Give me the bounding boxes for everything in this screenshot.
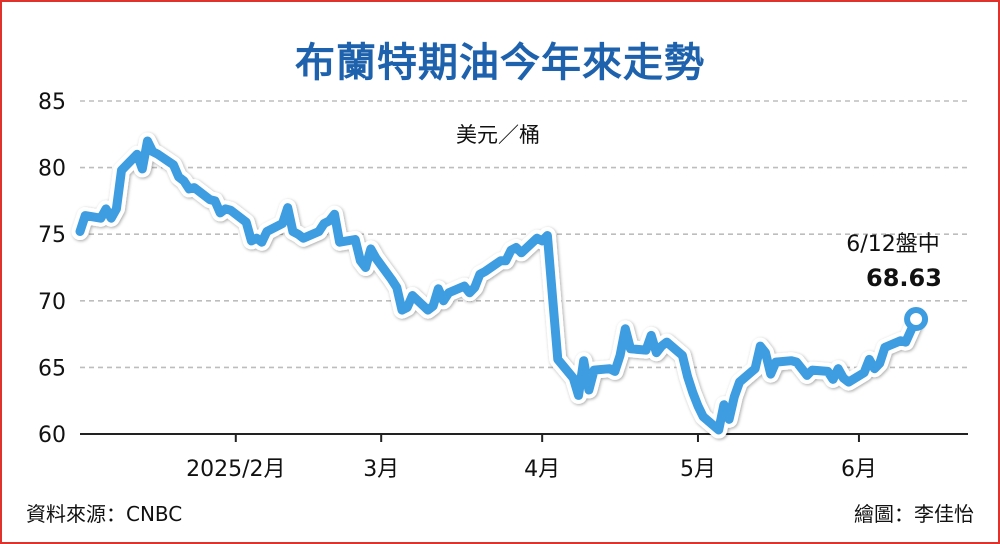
grid-layer <box>80 100 968 369</box>
x-tick-label: 3月 <box>363 457 399 482</box>
y-tick-label: 65 <box>38 356 66 381</box>
x-tick-label: 4月 <box>524 457 560 482</box>
x-tick-label: 2025/2月 <box>186 457 285 482</box>
series-halo <box>71 132 925 439</box>
x-tick-label: 5月 <box>680 457 716 482</box>
y-tick-label: 75 <box>38 223 66 248</box>
end-point-marker <box>904 307 929 332</box>
chart-title: 布蘭特期油今年來走勢 <box>295 40 705 86</box>
line-layer <box>71 132 929 439</box>
series-line <box>75 136 921 435</box>
y-tick-label: 80 <box>38 157 66 182</box>
annotation-label: 6/12盤中 <box>846 232 939 257</box>
y-tick-label: 85 <box>38 90 66 115</box>
source-note: 資料來源：CNBC <box>26 502 183 526</box>
credit-note: 繪圖：李佳怡 <box>854 502 974 526</box>
y-tick-label: 70 <box>38 290 66 315</box>
x-tick-label: 6月 <box>841 457 877 482</box>
axis-layer: 60 65 70 75 80 85 2025/2月 3月 4月 5月 6月 <box>38 90 968 482</box>
annotation-value: 68.63 <box>866 264 942 292</box>
unit-label: 美元／桶 <box>456 123 540 147</box>
y-tick-label: 60 <box>38 423 66 448</box>
